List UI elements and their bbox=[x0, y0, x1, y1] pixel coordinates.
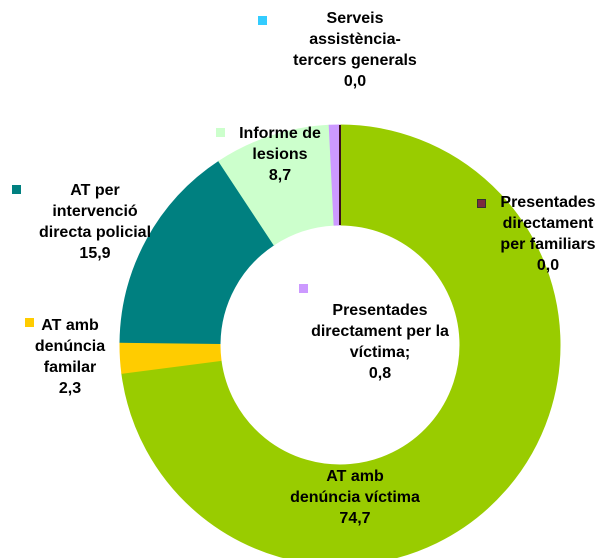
category-label: AT amb denúncia víctima bbox=[290, 468, 420, 506]
slice-label: AT amb denúncia familar 2,3 bbox=[15, 315, 125, 399]
legend-marker bbox=[216, 128, 225, 137]
value-label: 0,0 bbox=[536, 257, 560, 274]
category-label: Presentades directament per la víctima; bbox=[311, 302, 449, 361]
slice-label: AT amb denúncia víctima 74,7 bbox=[290, 466, 420, 529]
category-label: AT amb denúncia familar bbox=[34, 317, 106, 376]
category-label: Serveis assistència-tercers generals bbox=[293, 10, 417, 69]
category-label: Informe de lesions bbox=[239, 125, 321, 163]
value-label: 0,8 bbox=[368, 365, 392, 382]
slice-label: Presentades directament per la víctima; 0… bbox=[310, 300, 450, 384]
legend-marker bbox=[258, 16, 267, 25]
legend-marker bbox=[25, 318, 34, 327]
legend-marker bbox=[477, 199, 486, 208]
value-label: 15,9 bbox=[79, 245, 111, 262]
value-label: 0,0 bbox=[343, 73, 367, 90]
value-label: 2,3 bbox=[58, 380, 82, 397]
category-label: Presentades directament per familiars bbox=[500, 194, 596, 253]
legend-marker bbox=[299, 284, 308, 293]
legend-marker bbox=[12, 185, 21, 194]
category-label: AT per intervenció directa policial bbox=[38, 182, 152, 241]
value-label: 74,7 bbox=[339, 510, 371, 527]
value-label: 8,7 bbox=[268, 167, 292, 184]
slice-label: Presentades directament per familiars 0,0 bbox=[493, 192, 603, 276]
donut-slice bbox=[119, 160, 275, 345]
slice-label: Informe de lesions 8,7 bbox=[225, 123, 335, 186]
slice-label: AT per intervenció directa policial 15,9 bbox=[35, 180, 155, 264]
slice-label: Serveis assistència-tercers generals 0,0 bbox=[290, 8, 420, 92]
donut-slice bbox=[121, 124, 561, 558]
